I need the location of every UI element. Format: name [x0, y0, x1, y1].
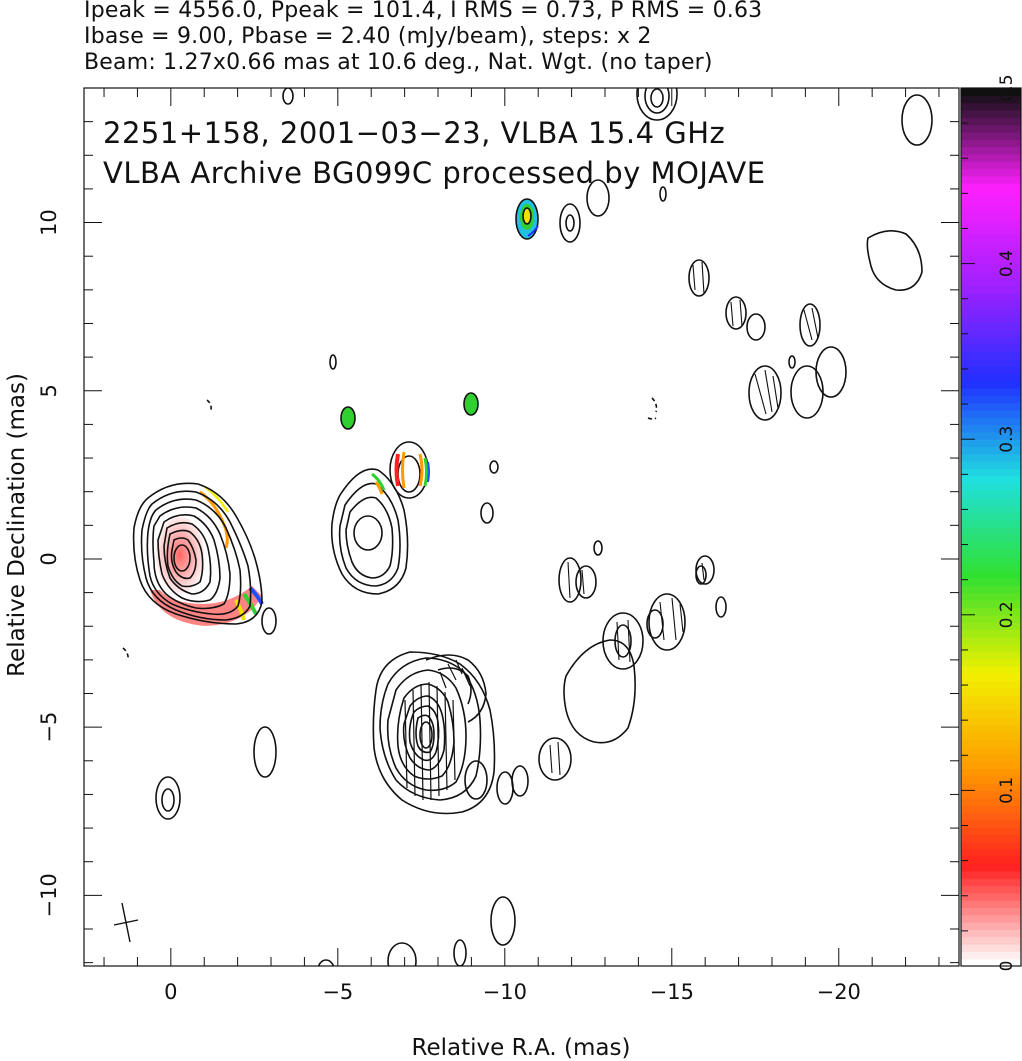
- colorbar-tick-label: 0.1: [997, 777, 1017, 804]
- colorbar-tick-label: 0.4: [997, 250, 1017, 277]
- y-axis-label: Relative Declination (mas): [4, 373, 30, 677]
- colorbar-tick-label: 0.5: [997, 74, 1017, 101]
- southern-jet-component: [372, 651, 496, 815]
- header-line-1: Ipeak = 4556.0, Ppeak = 101.4, I RMS = 0…: [84, 0, 763, 23]
- x-axis-label: Relative R.A. (mas): [412, 1035, 631, 1061]
- x-tick-labels: 0 −5 −10 −15 −20: [164, 980, 861, 1004]
- x-tick-label: −15: [650, 980, 694, 1004]
- colorbar: 0 0.1 0.2 0.3 0.4 0.5: [960, 74, 1022, 971]
- colorbar-ticks: [961, 87, 975, 967]
- y-tick-label: −5: [37, 712, 61, 743]
- axis-ticks: [84, 87, 959, 966]
- y-tick-labels: 10 5 0 −5 −10: [37, 209, 61, 917]
- beam-marker: [113, 902, 139, 943]
- colorbar-tick-label: 0.3: [997, 426, 1017, 453]
- scattered-contours: [122, 88, 933, 966]
- polarized-knot-component: [389, 441, 430, 499]
- annotation-line-2: VLBA Archive BG099C processed by MOJAVE: [103, 156, 766, 190]
- y-tick-label: 10: [37, 209, 61, 236]
- x-tick-label: −10: [483, 980, 527, 1004]
- x-tick-label: 0: [164, 980, 177, 1004]
- small-polarized-knots: [340, 198, 539, 430]
- y-tick-label: −10: [37, 873, 61, 917]
- core-component: [132, 482, 264, 626]
- x-tick-label: −5: [322, 980, 353, 1004]
- colorbar-tick-label: 0.2: [997, 601, 1017, 628]
- header-line-2: Ibase = 9.00, Pbase = 2.40 (mJy/beam), s…: [84, 24, 652, 49]
- header-line-3: Beam: 1.27x0.66 mas at 10.6 deg., Nat. W…: [84, 50, 713, 75]
- colorbar-tick-label: 0: [997, 961, 1017, 972]
- y-tick-label: 5: [37, 384, 61, 397]
- inner-knot-component: [330, 468, 409, 595]
- plot-frame: [83, 87, 960, 967]
- annotation-line-1: 2251+158, 2001−03−23, VLBA 15.4 GHz: [103, 116, 725, 150]
- x-tick-label: −20: [817, 980, 861, 1004]
- colorbar-gradient: [961, 88, 1021, 967]
- colorbar-labels: 0 0.1 0.2 0.3 0.4 0.5: [997, 74, 1017, 971]
- y-tick-label: 0: [37, 552, 61, 565]
